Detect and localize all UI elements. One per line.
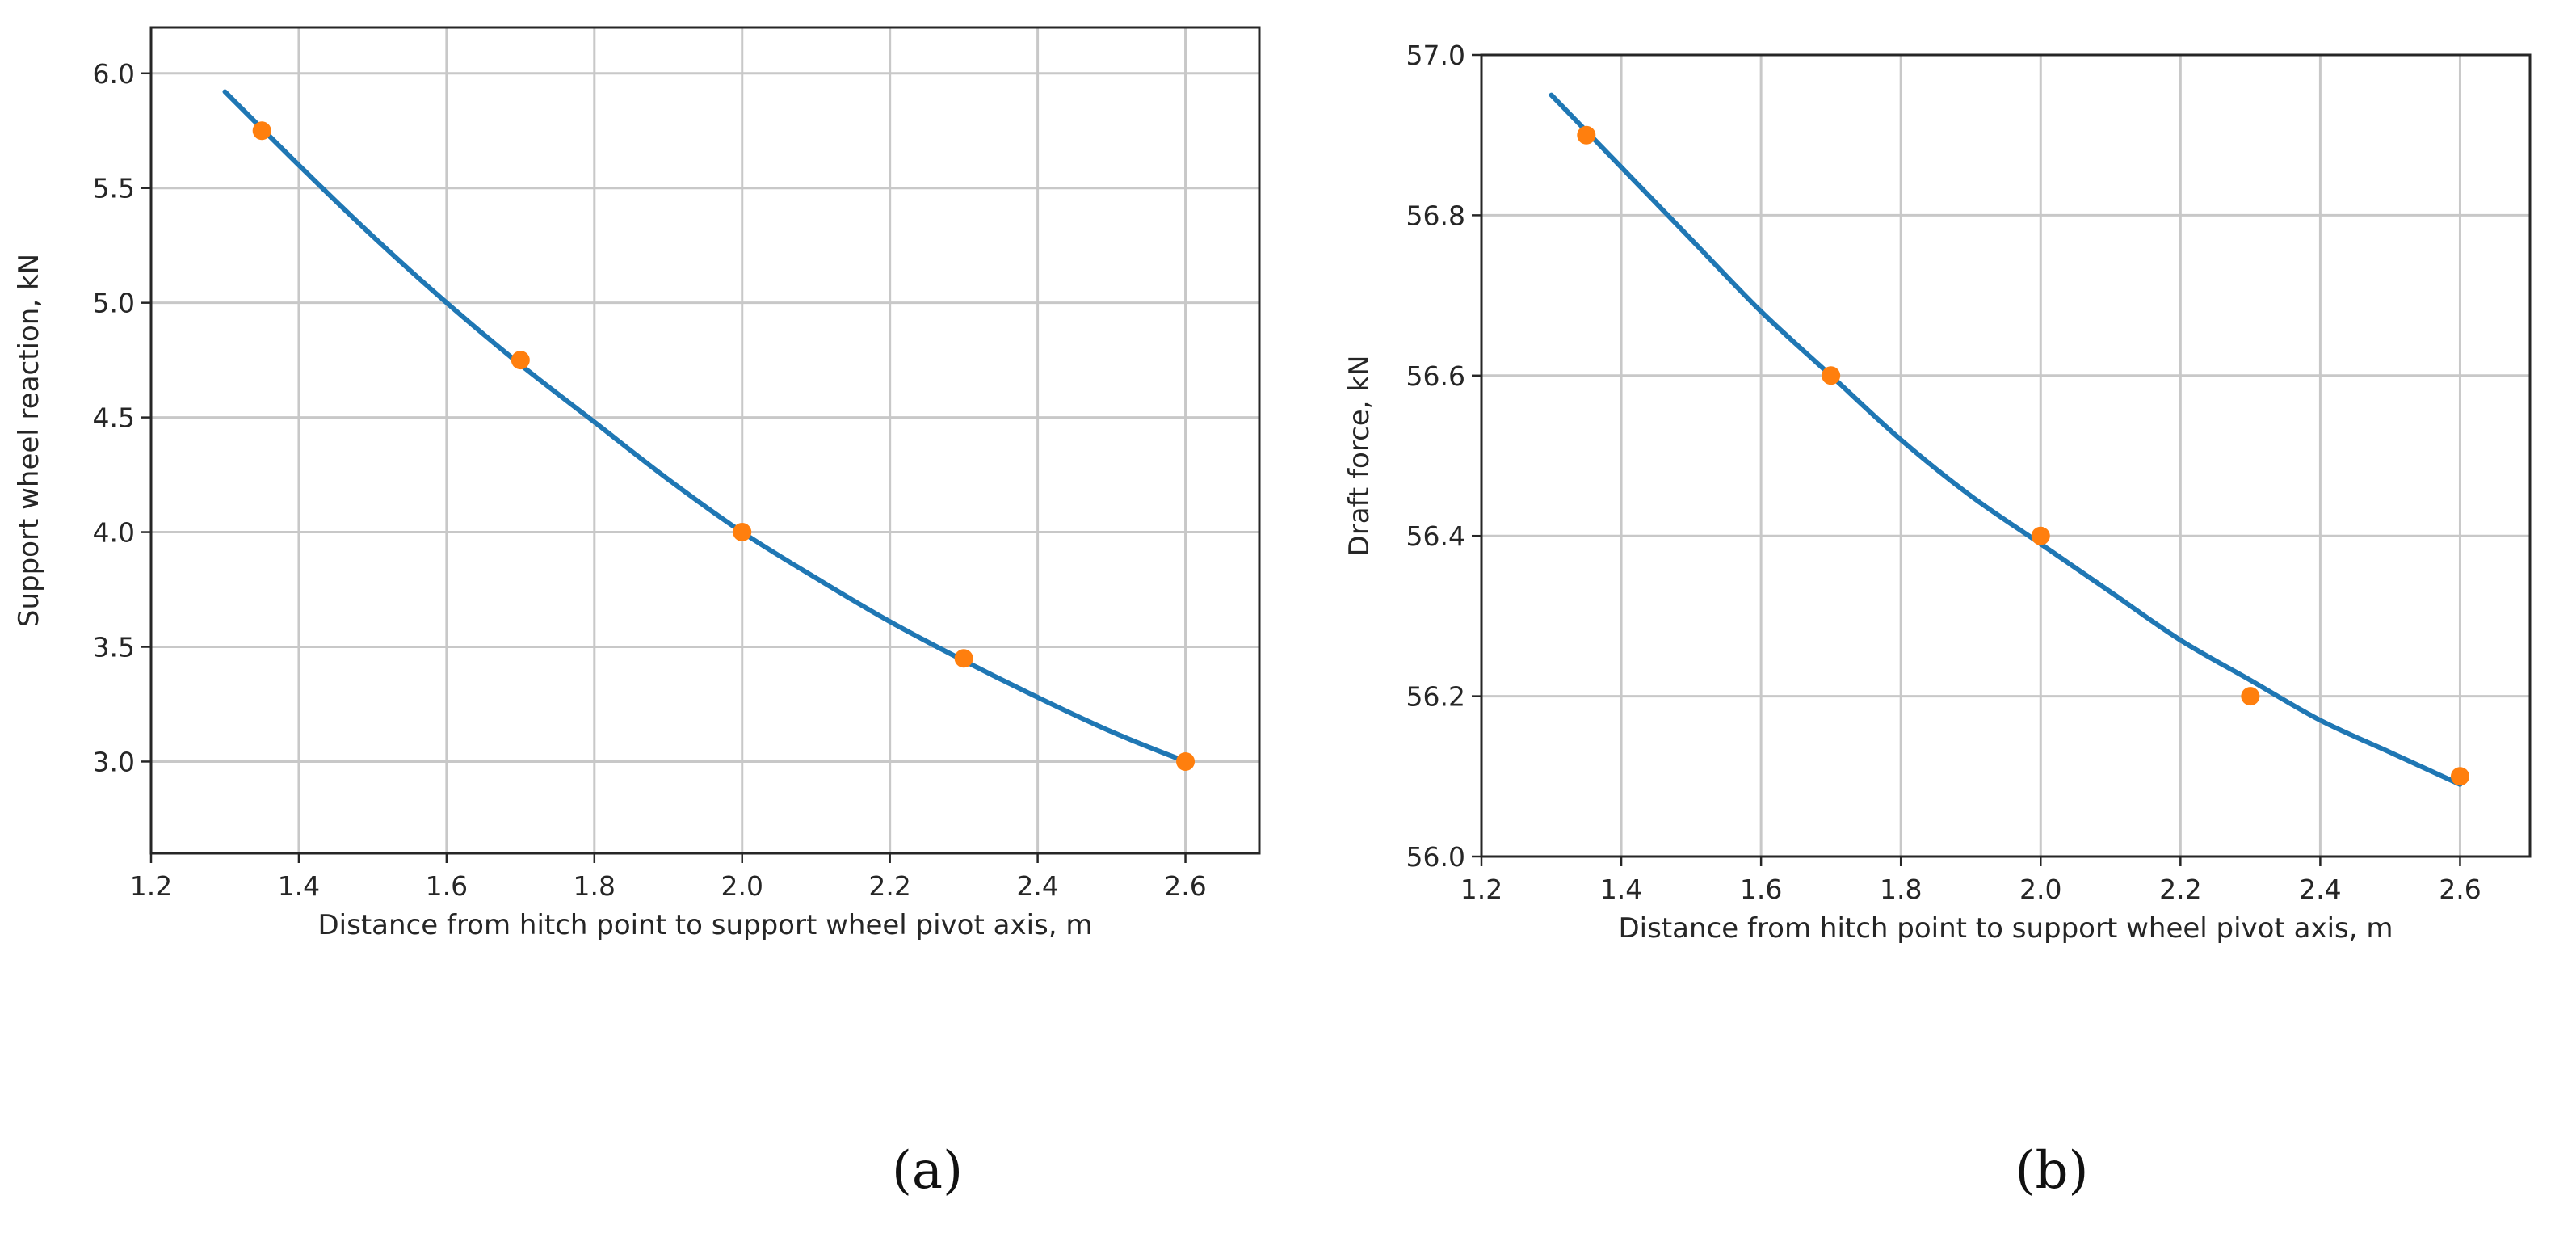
data-point	[733, 523, 752, 542]
data-point	[954, 649, 973, 668]
chart-panel-a: 1.2 1.4 1.6 1.8 2.0 2.2 2.4 2.6 3.0 3.5 4.0 4.5 5.0 5…	[13, 26, 1261, 1201]
y-axis-label-a: Support wheel reaction, kN	[13, 254, 45, 627]
y-tick-label: 56.8	[1406, 200, 1465, 231]
x-tick-label: 1.6	[1740, 873, 1782, 905]
y-tick-label: 5.5	[93, 173, 135, 204]
points-layer-b	[1577, 125, 2469, 786]
x-tick-label: 1.2	[130, 870, 172, 902]
x-tick-label: 1.8	[574, 870, 616, 902]
x-tick-label: 1.4	[278, 870, 320, 902]
y-tick-label: 57.0	[1406, 40, 1465, 71]
y-tick-label: 4.5	[93, 402, 135, 434]
x-axis-label-b: Distance from hitch point to support whe…	[1619, 912, 2393, 945]
curve-layer-a	[222, 89, 1188, 764]
x-axis-label-a: Distance from hitch point to support whe…	[318, 909, 1093, 941]
y-tick-label: 56.6	[1406, 360, 1465, 392]
panel-label-b: (b)	[2015, 1141, 2089, 1201]
x-tick-label: 2.0	[2019, 873, 2061, 905]
data-point	[2031, 526, 2050, 545]
data-point	[2241, 687, 2260, 706]
fit-curve-line	[1549, 92, 2463, 787]
x-tick-label: 2.4	[2299, 873, 2341, 905]
plot-frame-b	[1480, 53, 2532, 858]
y-tick-label: 56.0	[1406, 841, 1465, 873]
x-tick-label: 2.2	[868, 870, 910, 902]
plot-frame-a	[149, 26, 1261, 855]
panel-label-a: (a)	[892, 1141, 963, 1201]
x-tick-label: 2.0	[721, 870, 763, 902]
data-point	[252, 121, 271, 141]
x-tick-label: 2.6	[2439, 873, 2481, 905]
y-tick-label: 56.4	[1406, 520, 1465, 552]
fit-curve-line	[222, 89, 1188, 764]
x-tick-label: 2.4	[1016, 870, 1058, 902]
x-tick-label: 1.6	[426, 870, 468, 902]
x-tick-label: 2.2	[2159, 873, 2201, 905]
points-layer-a	[252, 121, 1196, 771]
curve-layer-b	[1549, 92, 2463, 787]
x-tick-label: 1.2	[1460, 873, 1502, 905]
ticks-a: 1.2 1.4 1.6 1.8 2.0 2.2 2.4 2.6 3.0 3.5 4.0 4.5 5.0 5…	[93, 58, 1207, 902]
x-tick-label: 2.6	[1164, 870, 1206, 902]
y-tick-label: 6.0	[93, 58, 135, 90]
ticks-b: 1.2 1.4 1.6 1.8 2.0 2.2 2.4 2.6 56.0 56.2 56.4 56.6…	[1406, 40, 2481, 905]
data-point	[2450, 767, 2469, 786]
grid-a	[149, 27, 1259, 853]
data-point	[1577, 125, 1596, 145]
y-tick-label: 5.0	[93, 288, 135, 319]
y-tick-label: 4.0	[93, 517, 135, 549]
y-tick-label: 3.0	[93, 746, 135, 777]
y-tick-label: 56.2	[1406, 681, 1465, 713]
data-point	[511, 351, 530, 370]
x-tick-label: 1.8	[1880, 873, 1922, 905]
y-tick-label: 3.5	[93, 632, 135, 663]
x-tick-label: 1.4	[1600, 873, 1642, 905]
chart-panel-b: 1.2 1.4 1.6 1.8 2.0 2.2 2.4 2.6 56.0 56.2 56.4 56.6…	[1343, 40, 2532, 1201]
data-point	[1822, 366, 1841, 385]
y-axis-label-b: Draft force, kN	[1343, 356, 1376, 557]
grid-b	[1480, 53, 2530, 858]
data-point	[1176, 751, 1196, 771]
